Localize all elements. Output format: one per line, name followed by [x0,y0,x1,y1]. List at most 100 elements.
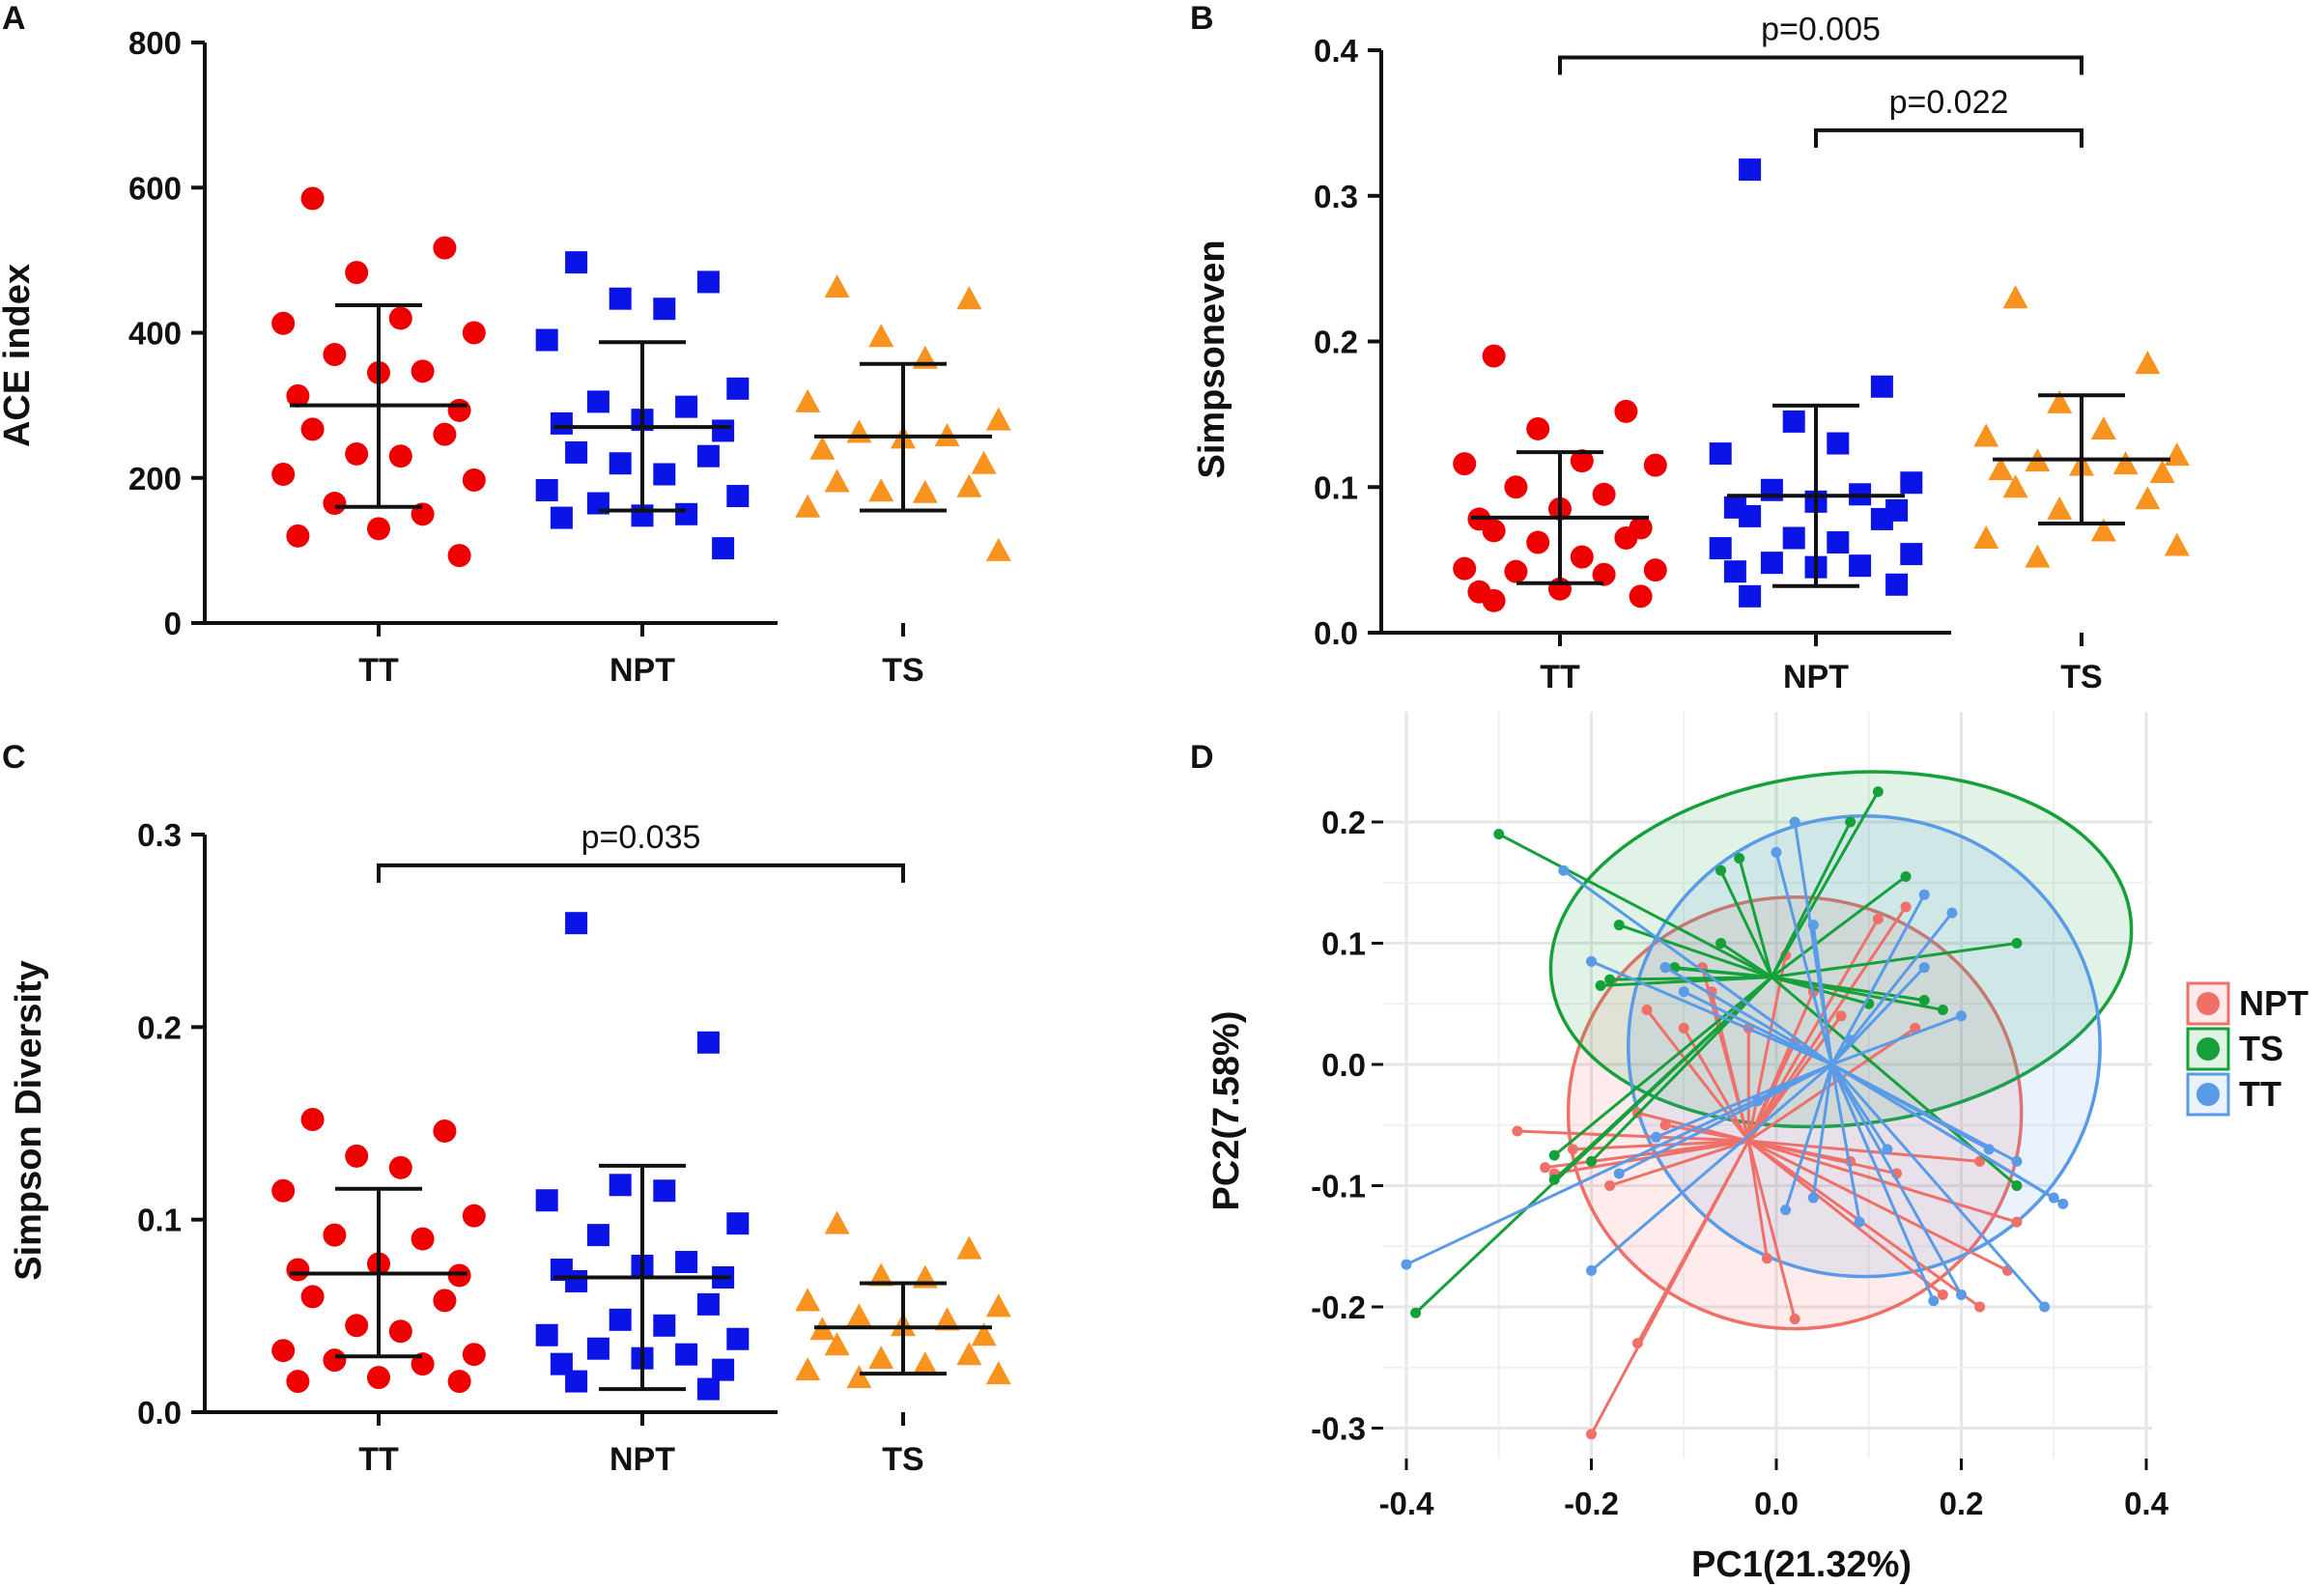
tt-spider-line [1811,924,1833,1065]
npt-point [675,1343,698,1366]
npt-point [675,1251,698,1274]
npt-point [1709,442,1732,466]
ts-sample-point [1900,870,1912,882]
tt-point [345,1314,369,1338]
npt-sample-point [1937,1289,1948,1300]
ts-point [912,479,938,503]
npt-spider-line [1682,1027,1750,1142]
npt-point [696,1377,720,1401]
y-tick-label: 600 [128,170,182,206]
npt-sample-point [1789,1314,1800,1325]
tt-sample-point [1558,864,1570,876]
npt-point [565,1269,588,1292]
npt-sample-point [1872,913,1884,924]
ts-point [971,450,997,474]
tt-point [367,517,390,541]
ts-point [846,1303,872,1327]
npt-spider-line [1747,1027,1916,1143]
ts-point [971,1322,997,1346]
tt-spider-line [1830,966,1926,1066]
tt-point [1504,559,1528,583]
tt-spider-line [1830,1063,2018,1163]
tt-point [271,311,296,335]
tt-point [1482,519,1506,543]
tt-sample-point [1956,1289,1967,1300]
x-tick-label: 0.0 [1754,1486,1799,1521]
ts-spider-line [1590,976,1773,1163]
ts-sample-point [1715,864,1727,876]
ts-sample-point [1613,920,1625,931]
tt-sample-point [1946,907,1958,919]
y-tick-label: 0.2 [1314,325,1358,360]
legend-label: TS [2239,1029,2283,1068]
x-category-label: NPT [609,652,675,689]
tt-point [433,236,457,260]
npt-spider-line [1516,1129,1749,1143]
npt-point [609,1308,632,1331]
ts-sample-point [1918,994,1930,1006]
tt-point [447,398,471,422]
ts-spider-line [1719,869,1773,978]
npt-spider-line [1636,1140,1750,1345]
tt-point [1482,344,1506,368]
ts-point [2135,351,2161,375]
ts-spider-line [1618,923,1772,979]
ts-point [985,1293,1011,1318]
npt-point [1739,584,1762,608]
legend-label: TT [2239,1074,2281,1114]
npt-point [535,479,558,502]
tt-sample-point [1928,1295,1940,1307]
tt-point [447,1370,471,1394]
panel-c-y-axis-title: Simpson Diversity [9,960,49,1281]
ts-sample-point [1845,816,1856,828]
tt-point [367,1366,390,1390]
npt-point [696,270,720,294]
tt-point [1592,482,1616,506]
panel-d-axes: -0.4 -0.2 0.0 0.2 0.4 -0.3 -0.2 -0.1 0.0 0.1 0.2 [1311,805,2168,1521]
tt-point [323,343,347,367]
ts-point [1988,457,2014,481]
ts-spider-line [1553,976,1773,1181]
npt-point [586,390,609,413]
y-tick-label: 0.1 [1321,926,1366,962]
significance-bracket [1814,128,2083,148]
tt-point [300,1285,325,1309]
npt-sample-point [1974,1155,1986,1167]
npt-point [712,1358,735,1381]
tt-spider-line [1830,893,1926,1065]
panel-c-data-marks: p=0.035 [271,819,1011,1401]
npt-point [712,419,735,442]
significance-bracket [377,863,905,883]
npt-spider-line [1645,1008,1750,1142]
ts-point [868,324,894,348]
ts-point [2047,389,2073,413]
tt-spider-line [1830,912,1954,1065]
p-value-label: p=0.035 [581,819,701,856]
ts-spider-line [1770,790,1880,978]
ts-point [985,537,1011,561]
tt-spider-line [1830,1063,2064,1205]
y-tick-label: 0.1 [1314,469,1358,505]
p-value-label: p=0.005 [1761,12,1881,48]
ts-point [2047,496,2073,520]
ts-sample-point [2011,938,2023,949]
npt-point [565,1370,588,1393]
panel-d-y-axis-title: PC2(7.58%) [1206,1011,1247,1211]
npt-point [726,1212,750,1235]
ts-point [2135,486,2161,510]
panel-label-a: A [2,0,26,37]
npt-sample-point [1659,1119,1671,1131]
panel-label-d: D [1190,739,1214,776]
ts-sample-point [1548,1174,1560,1185]
npt-point [565,912,588,935]
ts-spider-line [1771,875,1907,978]
ts-point [824,274,850,298]
tt-point [1570,545,1594,569]
panel-b-axes: 0.0 0.1 0.2 0.3 0.4 TT NPT TS [1314,33,2103,695]
npt-spider-line [1747,1139,2009,1272]
npt-sample-point [1567,1144,1578,1155]
tt-point [271,1178,296,1203]
panel-c: C 0.0 0.1 0.2 0.3 TT NPT TS p=0.035 Simpson Di… [2,739,1011,1478]
ts-sample-point [1715,938,1727,949]
x-category-label: TT [1540,659,1580,695]
